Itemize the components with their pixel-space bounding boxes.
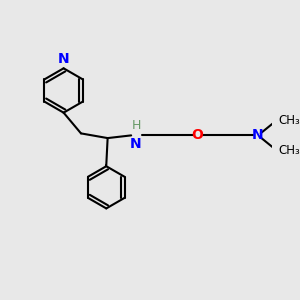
Text: O: O <box>191 128 203 142</box>
Text: N: N <box>252 128 263 142</box>
Text: N: N <box>130 137 142 151</box>
Text: N: N <box>58 52 69 66</box>
Text: H: H <box>131 119 141 132</box>
Text: CH₃: CH₃ <box>279 114 300 127</box>
Text: CH₃: CH₃ <box>279 144 300 157</box>
